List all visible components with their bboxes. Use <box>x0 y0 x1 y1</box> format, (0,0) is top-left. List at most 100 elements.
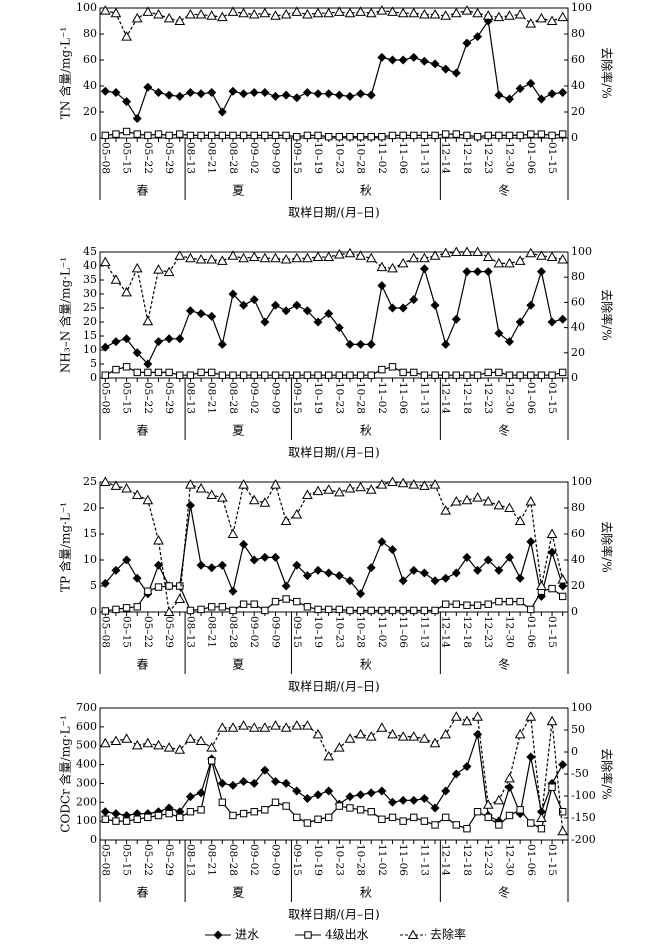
marker-triangle <box>525 711 537 721</box>
marker-triangle <box>270 479 281 489</box>
marker-triangle <box>419 733 430 743</box>
x-tick-label: 10–19 <box>312 616 324 648</box>
marker-triangle <box>450 7 462 18</box>
marker-triangle <box>429 250 441 260</box>
x-tick-label: 10–28 <box>355 142 367 174</box>
y2-axis-title: 去除率/% <box>600 521 615 572</box>
marker-square <box>229 606 237 615</box>
marker-triangle <box>344 482 356 493</box>
marker-diamond <box>302 794 312 804</box>
y2-tick-label: 100 <box>571 701 592 714</box>
x-axis-title: 取样日期/(月–日) <box>288 445 379 460</box>
marker-diamond <box>334 90 344 100</box>
marker-diamond <box>217 339 227 349</box>
x-tick-label: 09–09 <box>270 382 282 414</box>
marker-triangle <box>227 528 239 538</box>
marker-triangle <box>195 735 207 745</box>
marker-diamond <box>462 267 472 277</box>
x-tick-label: 11–06 <box>397 382 409 414</box>
marker-diamond <box>249 88 259 97</box>
marker-triangle <box>302 489 313 499</box>
marker-diamond <box>239 539 249 549</box>
y2-tick-label: 40 <box>571 321 585 334</box>
marker-square <box>399 606 407 615</box>
marker-triangle <box>419 480 430 490</box>
marker-square <box>229 811 237 820</box>
marker-square <box>463 601 471 609</box>
marker-square <box>441 600 450 608</box>
marker-triangle <box>110 7 122 18</box>
marker-triangle <box>557 254 569 264</box>
marker-triangle <box>323 484 335 494</box>
marker-diamond <box>143 82 153 92</box>
y2-axis-title: 去除率/% <box>600 748 615 799</box>
marker-triangle <box>312 251 324 262</box>
marker-triangle <box>557 825 569 836</box>
marker-diamond <box>271 552 280 562</box>
marker-triangle <box>472 246 483 256</box>
marker-square <box>165 809 173 818</box>
marker-square <box>324 133 333 141</box>
marker-triangle <box>365 484 377 494</box>
y-tick-label: 20 <box>83 501 97 514</box>
marker-triangle <box>536 812 547 822</box>
marker-diamond <box>473 565 483 575</box>
marker-square <box>112 365 120 374</box>
marker-triangle <box>206 10 218 20</box>
marker-square <box>122 363 131 371</box>
marker-square <box>452 371 461 379</box>
season-label: 秋 <box>360 658 372 672</box>
legend-label: 4级出水 <box>325 928 369 942</box>
marker-diamond <box>494 328 504 338</box>
marker-diamond <box>207 311 217 321</box>
marker-square <box>261 131 269 140</box>
marker-triangle <box>440 728 452 739</box>
marker-diamond <box>228 289 238 299</box>
marker-diamond <box>185 792 195 802</box>
marker-triangle <box>472 492 483 502</box>
marker-square <box>293 133 301 141</box>
marker-diamond <box>388 55 397 65</box>
marker-diamond <box>313 89 323 99</box>
marker-triangle <box>238 720 249 730</box>
marker-diamond <box>377 281 387 291</box>
marker-square <box>271 597 280 606</box>
marker-square <box>484 600 492 608</box>
marker-triangle <box>344 7 356 18</box>
x-tick-label: 12–14 <box>440 844 452 876</box>
marker-triangle <box>163 266 175 277</box>
marker-square <box>282 595 290 603</box>
y2-tick-label: 0 <box>571 745 578 758</box>
marker-square <box>388 363 397 371</box>
marker-triangle <box>440 505 452 515</box>
y2-tick-label: -100 <box>571 789 596 802</box>
marker-triangle <box>312 7 324 18</box>
x-tick-label: 05–29 <box>163 142 175 174</box>
x-tick-label: 10–23 <box>333 142 345 174</box>
x-tick-label: 12–23 <box>482 382 494 414</box>
season-label: 秋 <box>360 424 372 438</box>
x-tick-label: 01–06 <box>525 142 537 174</box>
marker-diamond <box>175 334 185 344</box>
x-tick-label: 08–13 <box>184 382 196 414</box>
marker-diamond <box>409 565 419 575</box>
y-tick-label: 40 <box>83 79 97 92</box>
marker-triangle <box>259 252 271 263</box>
marker-diamond <box>388 545 397 555</box>
season-label: 秋 <box>360 886 372 900</box>
marker-square <box>335 605 344 614</box>
marker-diamond <box>207 88 217 97</box>
marker-triangle <box>333 6 345 16</box>
marker-diamond <box>100 342 110 352</box>
x-tick-label: 08–28 <box>227 844 239 876</box>
marker-diamond <box>196 89 206 99</box>
marker-triangle <box>408 252 420 263</box>
marker-triangle <box>142 494 154 505</box>
season-label: 冬 <box>498 183 510 198</box>
marker-diamond <box>377 52 387 62</box>
y-tick-label: 100 <box>76 1 97 14</box>
marker-triangle <box>419 252 430 263</box>
marker-square <box>463 824 471 833</box>
marker-triangle <box>397 731 409 741</box>
y-tick-label: 100 <box>76 814 97 827</box>
